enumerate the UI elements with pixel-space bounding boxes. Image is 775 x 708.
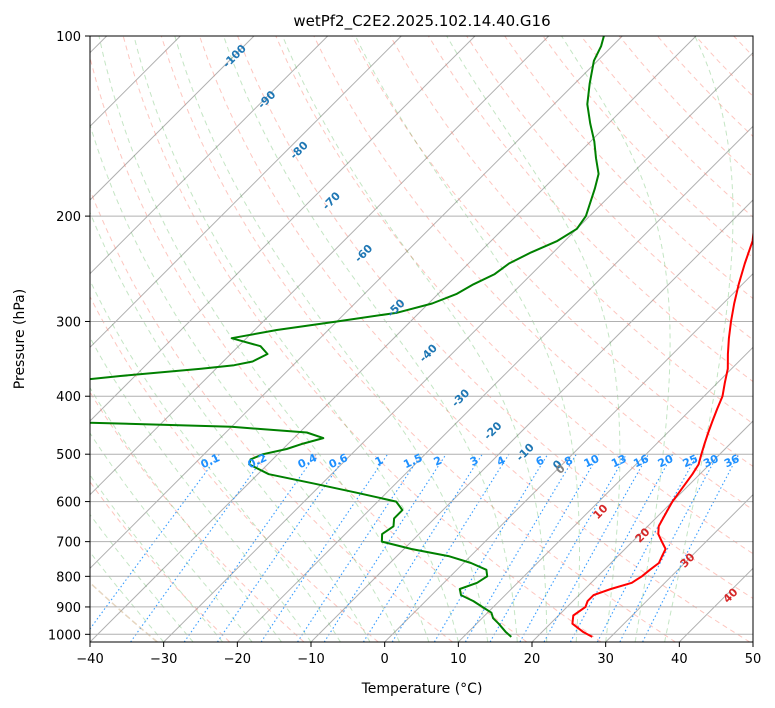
isotherm-line xyxy=(90,36,255,201)
y-tick-label: 300 xyxy=(56,315,81,330)
x-tick-label: 50 xyxy=(745,652,762,667)
y-axis-label: Pressure (hPa) xyxy=(12,289,28,389)
mixing-ratio-line xyxy=(362,453,483,642)
dry-adiabat-line xyxy=(160,36,676,642)
moist-adiabat-line xyxy=(355,36,580,642)
isotherm-line xyxy=(90,36,329,275)
moist-adiabat-line xyxy=(90,551,165,642)
moist-adiabat-line xyxy=(90,432,253,642)
y-tick-label: 100 xyxy=(56,30,81,45)
dry-adiabat-line xyxy=(313,36,753,511)
y-axis: 100 200 300 400 500 600 700 800 900 1000 xyxy=(48,30,90,643)
temperature-line xyxy=(571,227,753,638)
moist-adiabat-line xyxy=(446,36,621,642)
isotherm-line xyxy=(384,272,753,642)
y-tick-label: 600 xyxy=(56,496,81,511)
y-tick-label: 200 xyxy=(56,210,81,225)
dry-adiabat-line xyxy=(90,295,379,642)
mixing-ratio-line xyxy=(216,453,348,642)
mixing-ratio-line xyxy=(569,453,674,642)
x-tick-label: 30 xyxy=(597,652,614,667)
mixing-ratio-line xyxy=(489,453,600,642)
mixing-ratio-line xyxy=(260,453,389,642)
isotherm-line xyxy=(90,36,550,496)
moist-adiabat-line xyxy=(282,36,548,642)
dewpoint-line xyxy=(90,36,605,638)
x-axis: −40 −30 −20 −10 0 10 20 30 40 50 xyxy=(76,642,761,667)
mixing-ratio-line xyxy=(130,453,267,642)
dry-adiabat-line xyxy=(90,188,453,642)
mixing-ratio-line xyxy=(90,453,220,630)
mixing-ratio-line xyxy=(543,453,649,642)
isotherm-line xyxy=(90,36,476,422)
isotherm-line xyxy=(605,493,753,642)
x-tick-label: −40 xyxy=(76,652,103,667)
dry-adiabat-line xyxy=(90,55,528,642)
x-axis-label: Temperature (°C) xyxy=(361,681,483,697)
moist-adiabat-line xyxy=(90,513,194,642)
y-tick-label: 700 xyxy=(56,536,81,551)
pressure-gridlines xyxy=(90,36,753,635)
moist-adiabat-line xyxy=(133,36,459,642)
mixing-ratio-label: 10 xyxy=(582,452,602,470)
dry-adiabat-line xyxy=(122,36,602,642)
moist-adiabat-line xyxy=(561,36,671,642)
isotherm-line xyxy=(531,420,753,642)
mixing-ratio-label: 30 xyxy=(701,452,721,470)
x-tick-label: −30 xyxy=(150,652,177,667)
moist-adiabat-line xyxy=(90,336,312,642)
x-tick-label: 20 xyxy=(524,652,541,667)
dry-adiabat-line xyxy=(90,480,231,642)
y-tick-label: 900 xyxy=(56,601,81,616)
isotherm-line xyxy=(90,36,623,570)
isotherm-line xyxy=(163,51,753,642)
mixing-ratio-line xyxy=(596,453,698,642)
dry-adiabat-line xyxy=(351,36,753,468)
y-tick-label: 800 xyxy=(56,570,81,585)
mixing-ratio-label: 25 xyxy=(681,452,700,470)
isotherm-line xyxy=(310,199,753,642)
x-tick-label: −20 xyxy=(224,652,251,667)
mixing-ratio-label: 36 xyxy=(722,452,742,470)
x-tick-label: 0 xyxy=(381,652,389,667)
moist-adiabat-line xyxy=(174,36,489,642)
mixing-ratio-line xyxy=(323,453,447,642)
mixing-ratio-label: 16 xyxy=(631,452,651,470)
mixing-ratio-label: 20 xyxy=(656,452,676,470)
y-tick-label: 1000 xyxy=(48,628,81,643)
profile-lines xyxy=(90,36,753,638)
mixing-ratio-line xyxy=(183,453,317,642)
background-lines xyxy=(90,36,753,642)
y-tick-label: 400 xyxy=(56,390,81,405)
dry-adiabat-line xyxy=(237,36,753,600)
mixing-ratio-label: 13 xyxy=(609,452,628,470)
x-tick-label: −10 xyxy=(297,652,324,667)
moist-adiabat-line xyxy=(90,386,282,642)
moist-adiabat-line xyxy=(90,474,223,642)
x-tick-label: 40 xyxy=(671,652,688,667)
moist-adiabat-line xyxy=(223,36,518,642)
isotherm-line xyxy=(457,346,753,642)
dry-adiabat-line xyxy=(466,36,753,341)
chart-title: wetPf2_C2E2.2025.102.14.40.G16 xyxy=(293,12,550,31)
y-tick-label: 500 xyxy=(56,448,81,463)
reference-curve-line xyxy=(90,581,158,642)
dry-adiabat-line xyxy=(275,36,753,555)
x-tick-label: 10 xyxy=(450,652,467,667)
mixing-ratio-line xyxy=(519,453,627,642)
isotherm-line xyxy=(90,36,402,349)
isotherm-line xyxy=(236,125,753,642)
isotherm-line xyxy=(90,36,697,642)
moist-adiabat-line xyxy=(98,36,430,642)
moist-adiabat-line xyxy=(90,123,400,642)
mixing-ratio-line xyxy=(464,453,577,642)
moist-adiabat-line xyxy=(90,211,371,642)
mixing-ratio-line xyxy=(297,453,422,642)
plot-frame xyxy=(89,35,754,643)
